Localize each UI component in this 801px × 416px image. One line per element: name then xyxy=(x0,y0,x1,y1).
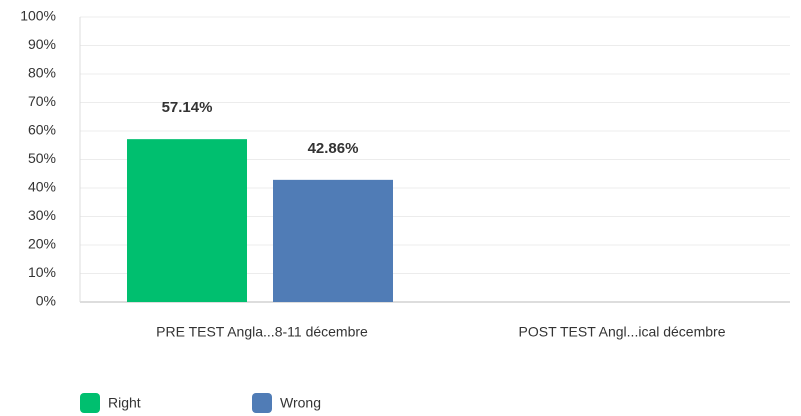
y-tick-label: 0% xyxy=(36,293,56,309)
legend-label: Wrong xyxy=(280,395,321,411)
y-tick-label: 40% xyxy=(28,179,56,195)
value-label: 57.14% xyxy=(162,99,213,116)
bar xyxy=(273,179,393,302)
y-tick-label: 90% xyxy=(28,36,56,52)
y-tick-label: 100% xyxy=(20,8,56,24)
y-tick-label: 20% xyxy=(28,236,56,252)
bar xyxy=(127,139,247,302)
y-tick-label: 70% xyxy=(28,93,56,109)
value-label: 42.86% xyxy=(308,140,359,157)
legend-label: Right xyxy=(108,395,141,411)
y-tick-label: 30% xyxy=(28,207,56,223)
y-tick-label: 80% xyxy=(28,65,56,81)
y-tick-label: 60% xyxy=(28,122,56,138)
y-tick-label: 10% xyxy=(28,264,56,280)
x-tick-label: PRE TEST Angla...8-11 décembre xyxy=(156,324,368,340)
x-tick-label: POST TEST Angl...ical décembre xyxy=(519,324,726,340)
legend-swatch xyxy=(80,393,100,413)
legend-swatch xyxy=(252,393,272,413)
y-tick-label: 50% xyxy=(28,150,56,166)
